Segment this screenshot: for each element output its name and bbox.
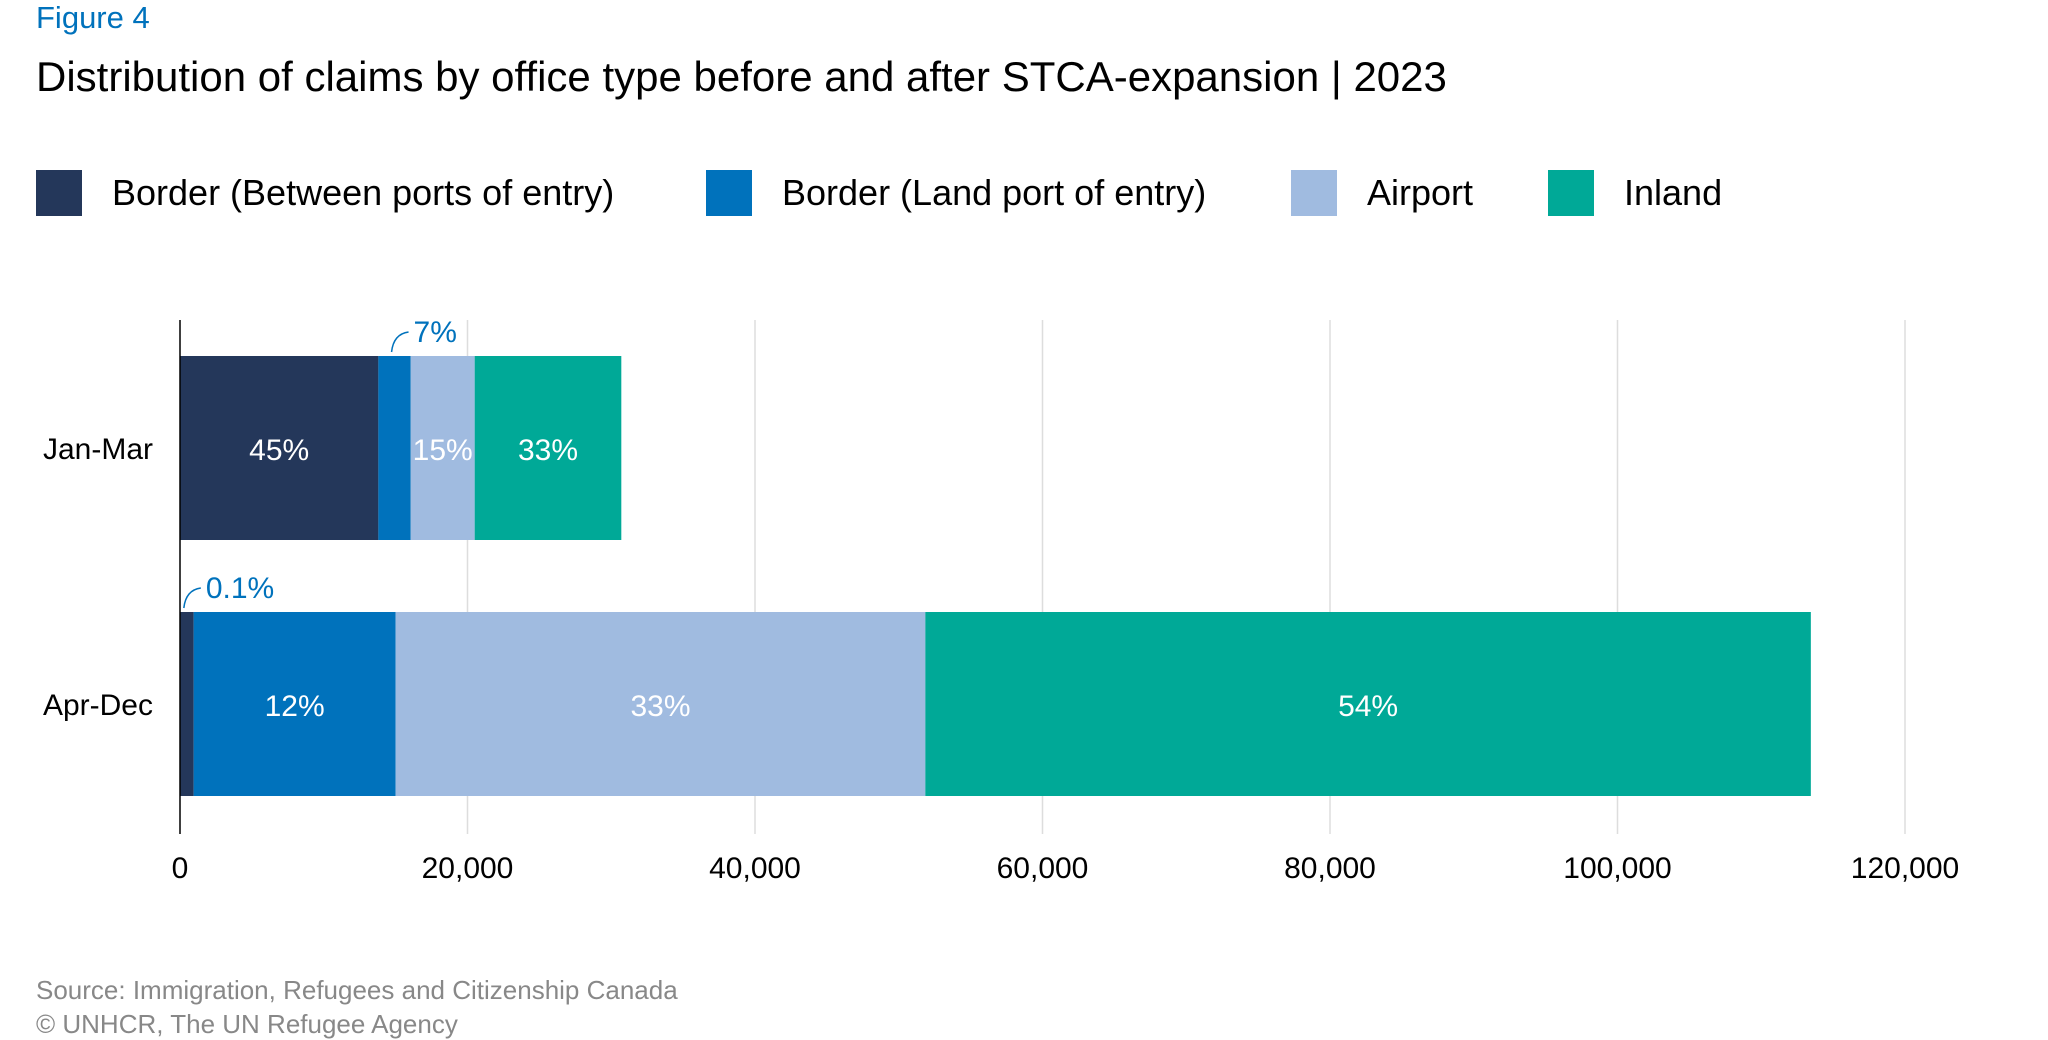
data-label: 33% <box>518 434 578 467</box>
data-label: 33% <box>630 690 690 723</box>
x-tick-label: 80,000 <box>1284 852 1376 885</box>
bar-segment <box>410 356 475 540</box>
legend-label: Airport <box>1367 172 1474 213</box>
category-label: Apr-Dec <box>43 689 153 722</box>
x-tick-label: 40,000 <box>709 852 801 885</box>
data-label: 12% <box>265 690 325 723</box>
x-tick-label: 0 <box>172 852 189 885</box>
x-tick-label: 120,000 <box>1851 852 1959 885</box>
legend-swatch <box>36 170 82 216</box>
bar-segment <box>378 356 411 540</box>
data-label-callout: 7% <box>414 316 457 349</box>
legend-label: Border (Land port of entry) <box>782 172 1207 213</box>
category-label: Jan-Mar <box>43 433 153 466</box>
legend-swatch <box>1291 170 1337 216</box>
x-tick-label: 60,000 <box>997 852 1089 885</box>
legend-label: Inland <box>1624 172 1723 213</box>
source-note: Source: Immigration, Refugees and Citize… <box>36 975 678 1005</box>
copyright-note: © UNHCR, The UN Refugee Agency <box>36 1009 458 1039</box>
bar-segment <box>180 612 194 796</box>
bar-segment <box>395 612 926 796</box>
chart-plot: 45% 7% 15% 33% Jan-Mar 0.1% 12% 33% 54% Apr-Dec 0 2… <box>43 316 1959 885</box>
legend-swatch <box>1548 170 1594 216</box>
x-tick-label: 20,000 <box>422 852 514 885</box>
legend-swatch <box>706 170 752 216</box>
data-label: 45% <box>249 434 309 467</box>
callout-leader <box>183 587 201 609</box>
data-label: 54% <box>1338 690 1398 723</box>
callout-leader <box>390 331 409 353</box>
bar-segment <box>193 612 396 796</box>
x-tick-label: 100,000 <box>1563 852 1671 885</box>
bar-segment <box>180 356 379 540</box>
bar-segment <box>925 612 1811 796</box>
data-label-callout: 0.1% <box>206 572 274 605</box>
chart-title: Distribution of claims by office type be… <box>36 53 1447 100</box>
bar-segment <box>474 356 622 540</box>
data-label: 15% <box>413 434 473 467</box>
legend-label: Border (Between ports of entry) <box>112 172 615 213</box>
figure-label: Figure 4 <box>36 0 150 35</box>
